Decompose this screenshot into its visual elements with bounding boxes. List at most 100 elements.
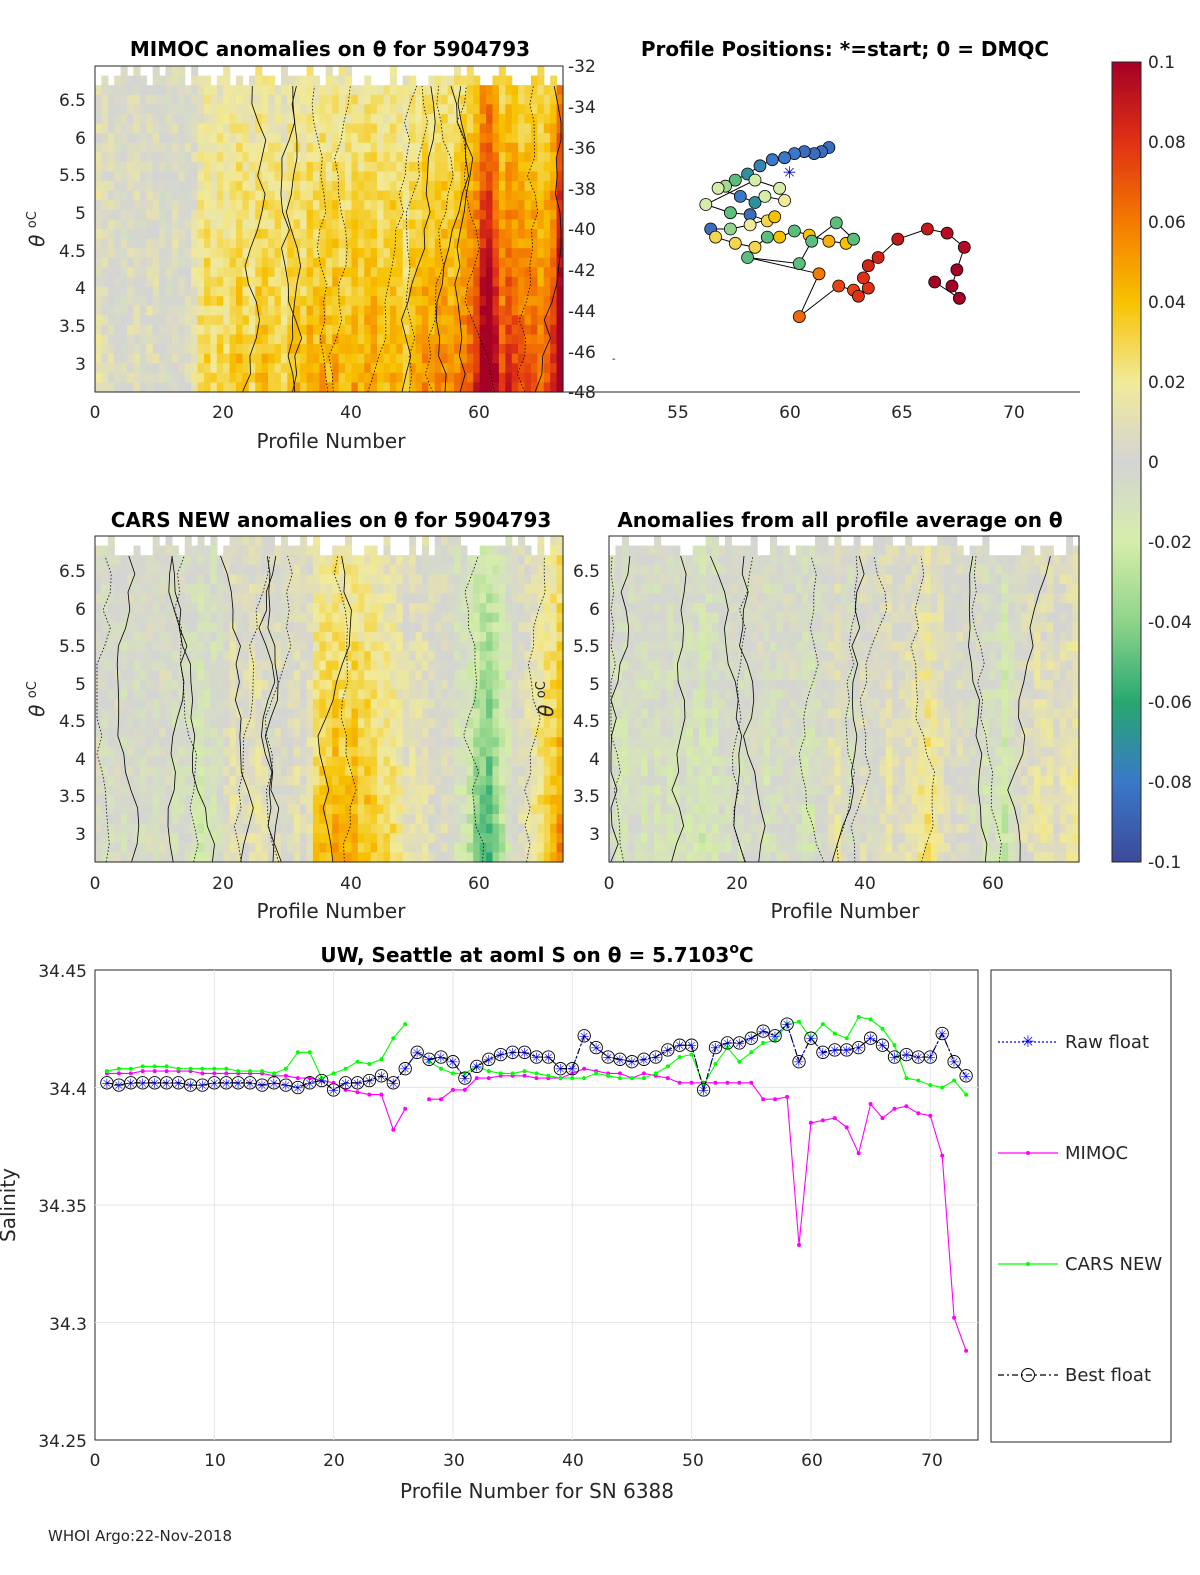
heatmap-cell <box>191 737 199 748</box>
heatmap-cell <box>319 344 327 355</box>
heatmap-cell <box>524 718 532 729</box>
heatmap-cell <box>377 238 385 249</box>
heatmap-cell <box>357 766 365 777</box>
heatmap-cell <box>242 727 250 738</box>
heatmap-cell <box>421 123 429 134</box>
heatmap-cell <box>370 133 378 144</box>
heatmap-cell <box>486 708 494 719</box>
heatmap-cell <box>498 670 506 681</box>
heatmap-cell <box>530 334 538 345</box>
heatmap-cell <box>409 814 417 825</box>
heatmap-cell <box>197 229 205 240</box>
heatmap-cell <box>351 248 359 259</box>
heatmap-cell <box>133 766 141 777</box>
heatmap-cell <box>428 296 436 307</box>
heatmap-cell <box>543 152 551 163</box>
heatmap-cell <box>364 382 372 393</box>
heatmap-cell <box>460 334 468 345</box>
heatmap-cell <box>107 641 115 652</box>
heatmap-cell <box>165 75 173 86</box>
heatmap-cell <box>351 852 359 863</box>
heatmap-cell <box>492 814 500 825</box>
heatmap-cell <box>248 296 256 307</box>
heatmap-cell <box>184 267 192 278</box>
heatmap-cell <box>421 315 429 326</box>
heatmap-cell <box>524 248 532 259</box>
heatmap-cell <box>505 276 513 288</box>
heatmap-cell <box>505 766 513 777</box>
heatmap-cell <box>434 190 442 201</box>
heatmap-cell <box>447 123 455 134</box>
heatmap-cell <box>280 248 288 259</box>
heatmap-cell <box>428 737 436 748</box>
heatmap-cell <box>280 66 288 77</box>
heatmap-cell <box>505 583 513 595</box>
heatmap-cell <box>364 631 372 643</box>
heatmap-cell <box>248 593 256 604</box>
heatmap-cell <box>396 142 404 153</box>
heatmap-cell <box>441 219 449 230</box>
heatmap-cell <box>609 593 617 604</box>
heatmap-cell <box>203 305 211 316</box>
heatmap-cell <box>441 238 449 249</box>
heatmap-cell <box>377 842 385 854</box>
profile-position-point <box>921 222 934 236</box>
heatmap-cell <box>543 833 551 844</box>
heatmap-cell <box>447 631 455 643</box>
heatmap-cell <box>498 276 506 288</box>
heatmap-cell <box>325 737 333 748</box>
heatmap-cell <box>210 229 218 240</box>
heatmap-cell <box>306 286 314 297</box>
heatmap-cell <box>255 382 263 393</box>
heatmap-cell <box>524 670 532 681</box>
heatmap-cell <box>325 238 333 249</box>
heatmap-cell <box>556 267 564 278</box>
heatmap-cell <box>434 631 442 643</box>
heatmap-cell <box>357 161 365 173</box>
heatmap-cell <box>216 123 224 134</box>
heatmap-cell <box>543 267 551 278</box>
heatmap-cell <box>197 689 205 700</box>
heatmap-cell <box>95 229 103 240</box>
heatmap-cell <box>530 555 538 566</box>
heatmap-cell <box>287 842 295 854</box>
start-marker-icon: ✳ <box>783 163 796 182</box>
heatmap-cell <box>203 574 211 585</box>
heatmap-cell <box>345 123 353 134</box>
heatmap-cell <box>268 257 276 268</box>
heatmap-cell <box>178 775 186 786</box>
heatmap-cell <box>165 555 173 566</box>
heatmap-cell <box>280 679 288 691</box>
heatmap-cell <box>479 248 487 259</box>
heatmap-cell <box>345 536 353 547</box>
heatmap-cell <box>171 785 179 796</box>
heatmap-cell <box>466 94 474 105</box>
heatmap-cell <box>280 631 288 643</box>
heatmap-cell <box>280 296 288 307</box>
heatmap-cell <box>268 756 276 767</box>
heatmap-cell <box>223 382 231 393</box>
heatmap-cell <box>152 679 160 691</box>
profile-position-point <box>733 189 747 203</box>
heatmap-cell <box>229 689 237 700</box>
heatmap-cell <box>114 238 122 249</box>
heatmap-cell <box>524 190 532 201</box>
heatmap-cell <box>511 555 519 566</box>
heatmap-cell <box>364 123 372 134</box>
heatmap-cell <box>159 746 167 758</box>
heatmap-cell <box>543 257 551 268</box>
heatmap-cell <box>197 75 205 86</box>
heatmap-cell <box>184 746 192 758</box>
heatmap-cell <box>203 75 211 86</box>
heatmap-cell <box>261 670 269 681</box>
heatmap-cell <box>261 660 269 671</box>
heatmap-cell <box>229 737 237 748</box>
heatmap-cell <box>293 737 301 748</box>
heatmap-cell <box>300 785 308 796</box>
heatmap-cell <box>165 536 173 547</box>
heatmap-cell <box>146 718 154 729</box>
heatmap-cell <box>556 296 564 307</box>
heatmap-cell <box>498 631 506 643</box>
heatmap-cell <box>306 708 314 719</box>
heatmap-cell <box>120 603 128 614</box>
